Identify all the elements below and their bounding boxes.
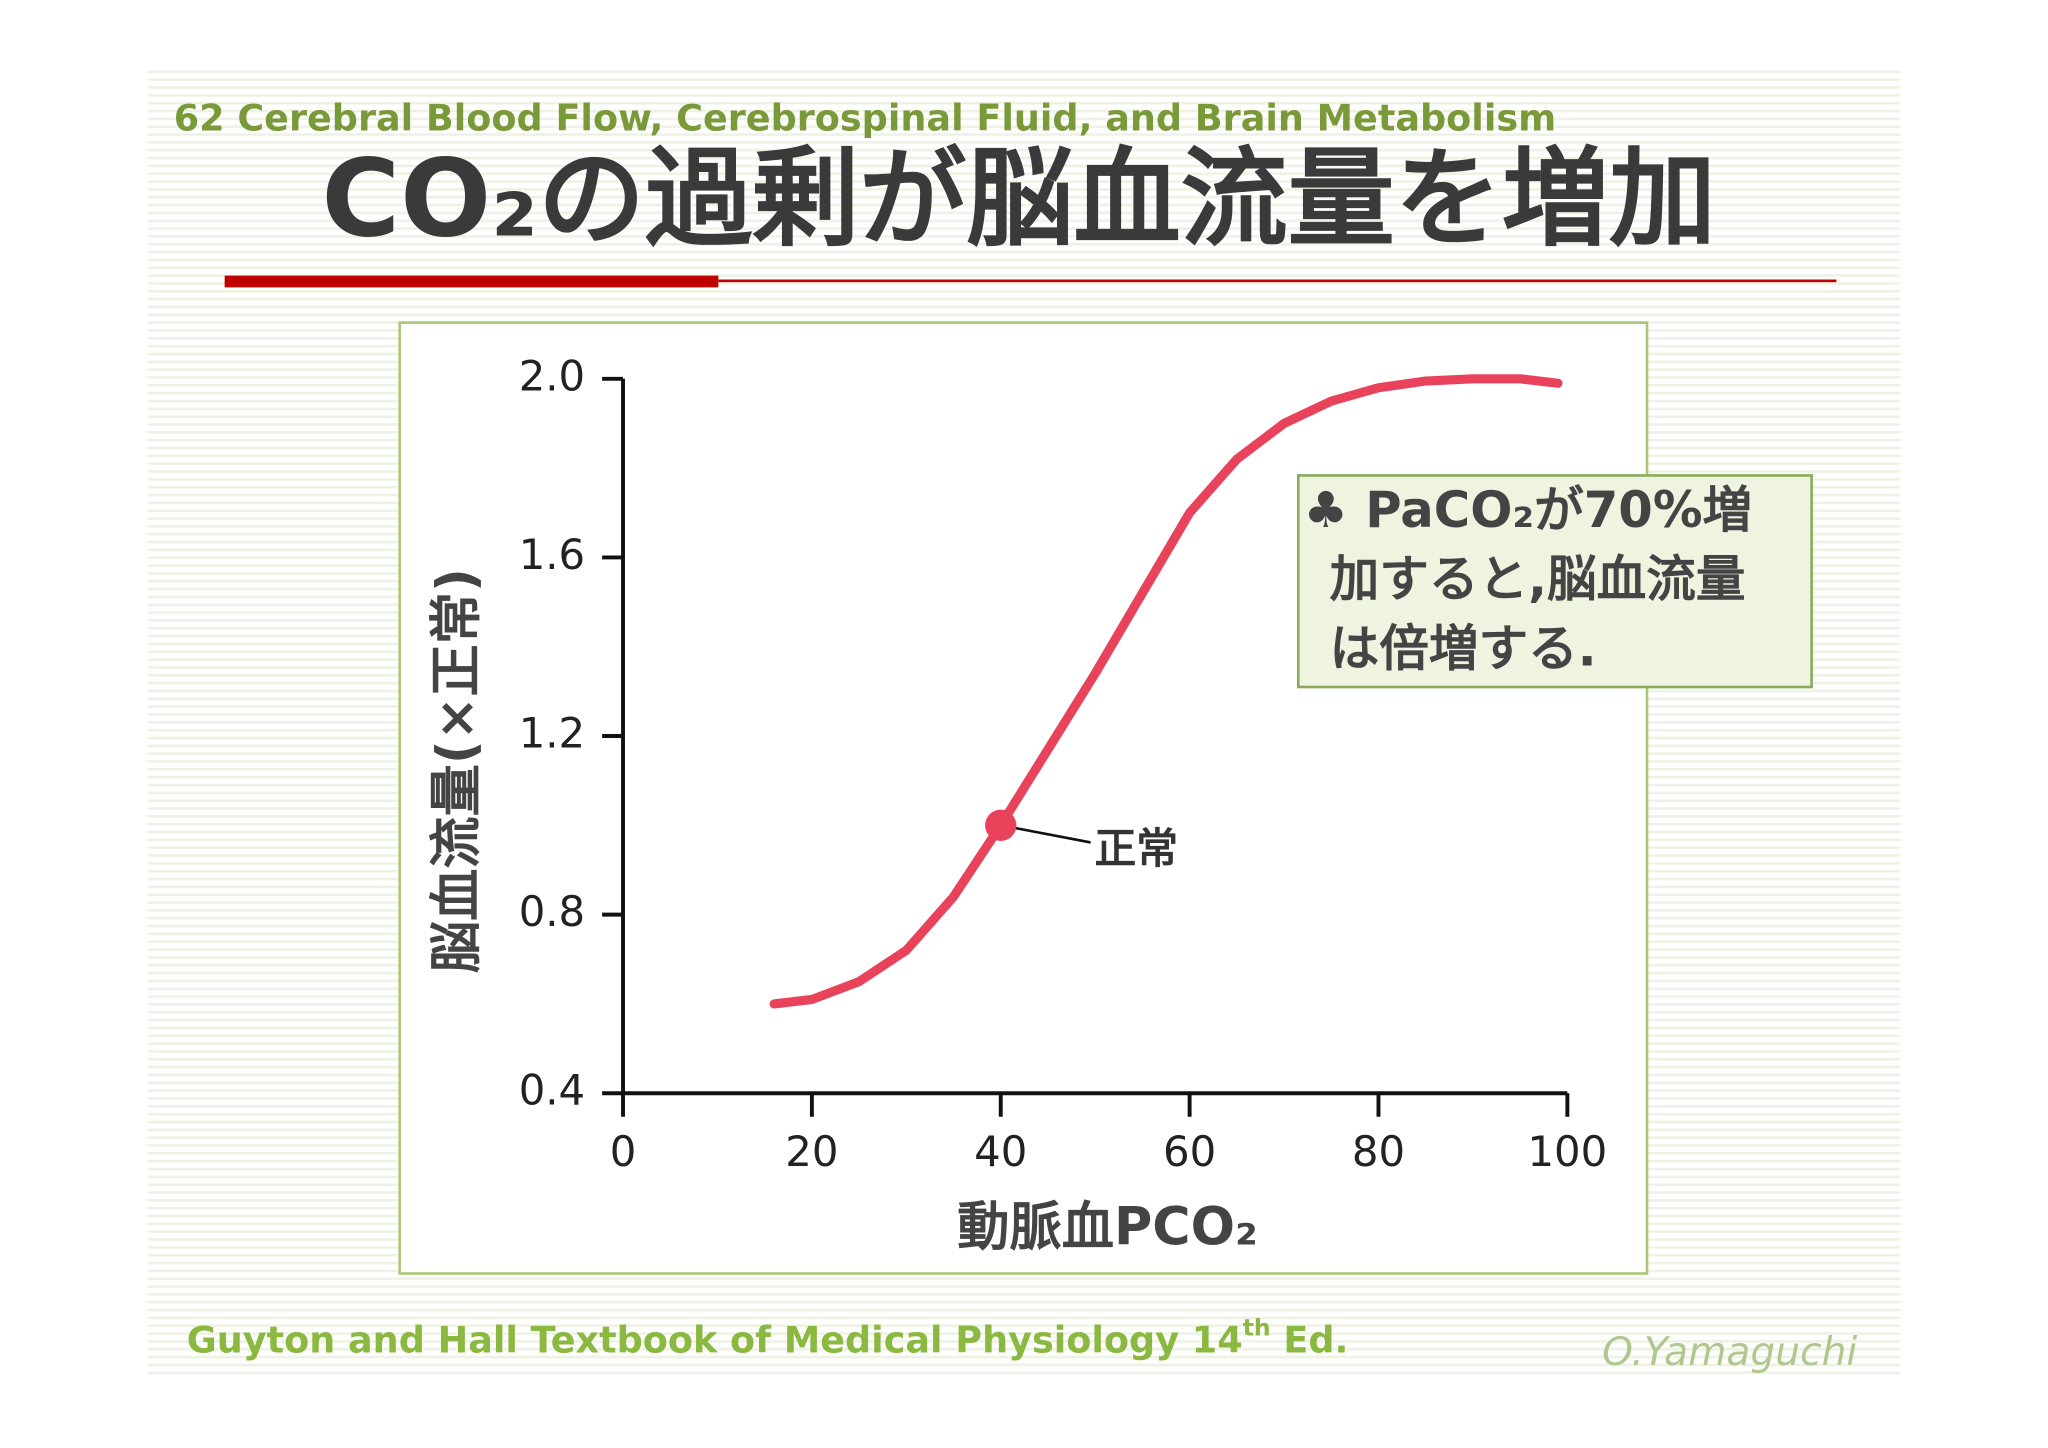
annotation-point: [985, 809, 1017, 841]
line-series: [769, 374, 1563, 1009]
annotation-label: 正常: [1095, 824, 1179, 873]
title: CO₂の過剰が脳血流量を増加: [321, 138, 1716, 262]
callout-line: 加すると,脳血流量: [1330, 550, 1746, 608]
y-tick-label: 0.8: [519, 887, 585, 936]
plot: 0.4 0.8 1.2 1.6 2.0 0 20 40 60 80 100 動脈血PCO₂ 脳血流量(×…: [427, 351, 1813, 1257]
y-tick-label: 0.4: [519, 1066, 585, 1115]
y-tick-label: 2.0: [519, 351, 585, 400]
reference-suffix: Ed.: [1271, 1318, 1349, 1361]
author: O.Yamaguchi: [1602, 1330, 1857, 1375]
x-tick-label: 20: [785, 1127, 838, 1176]
callout-line: ♣ PaCO₂が70%増: [1304, 481, 1753, 539]
callout-line: は倍増する.: [1330, 619, 1597, 677]
y-tick-label: 1.6: [519, 530, 585, 579]
x-axis-label: 動脈血PCO₂: [957, 1197, 1258, 1257]
x-tick-label: 40: [974, 1127, 1027, 1176]
x-tick-label: 0: [610, 1127, 637, 1176]
y-tick-label: 1.2: [519, 709, 585, 758]
y-axis-label: 脳血流量(×正常): [427, 568, 487, 973]
subtitle: 62 Cerebral Blood Flow, Cerebrospinal Fl…: [174, 97, 1557, 140]
reference-sup: th: [1243, 1313, 1271, 1341]
x-tick-label: 80: [1352, 1127, 1405, 1176]
callout-box: [1296, 474, 1813, 689]
x-tick-label: 60: [1163, 1127, 1216, 1176]
reference-text: Guyton and Hall Textbook of Medical Phys…: [187, 1318, 1243, 1361]
title-rule-thin: [718, 279, 1837, 283]
x-tick-label: 100: [1527, 1127, 1607, 1176]
title-rule-thick: [224, 275, 719, 288]
reference: Guyton and Hall Textbook of Medical Phys…: [187, 1313, 1349, 1361]
